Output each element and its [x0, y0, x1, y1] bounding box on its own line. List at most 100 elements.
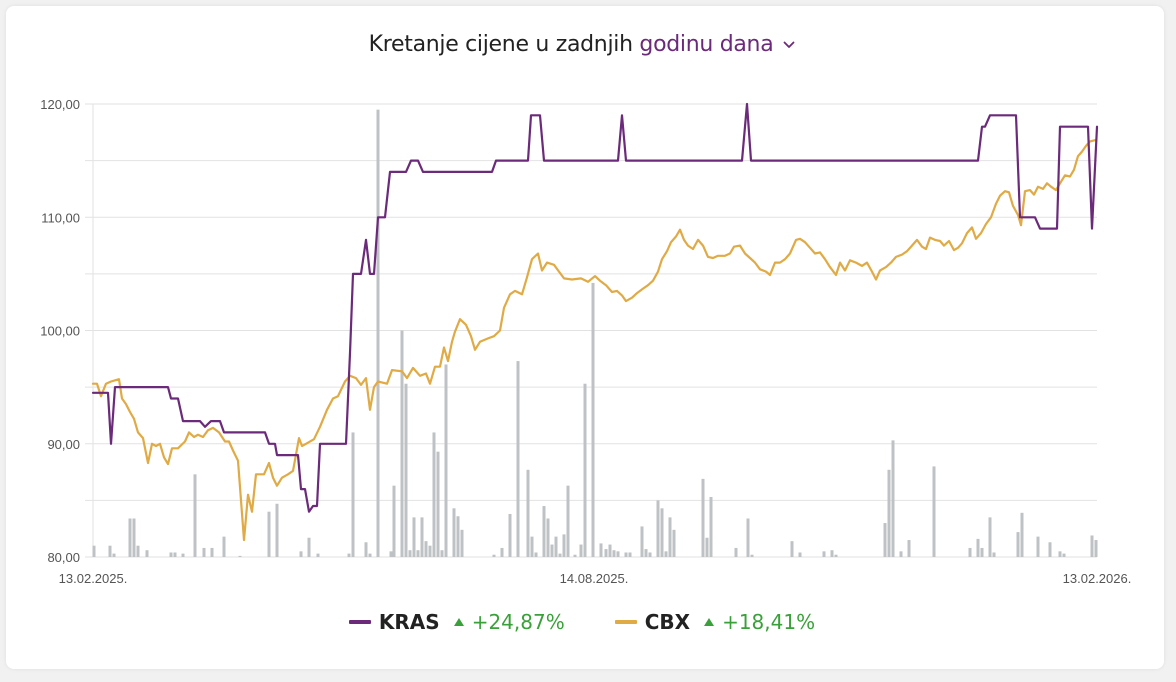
- volume-bar: [628, 552, 632, 557]
- legend-name: KRAS: [378, 610, 440, 634]
- volume-bar: [891, 440, 895, 557]
- volume-bar: [347, 553, 351, 557]
- volume-bar: [790, 541, 794, 557]
- x-tick-label: 14.08.2025.: [560, 571, 629, 586]
- chart-title: Kretanje cijene u zadnjih godinu dana: [0, 32, 1164, 57]
- chart-legend: KRAS +24,87% CBX +18,41%: [0, 610, 1164, 634]
- volume-bar: [1058, 551, 1062, 557]
- volume-bar: [834, 554, 838, 557]
- volume-bar: [376, 109, 380, 557]
- volume-bar: [546, 518, 550, 557]
- x-tick-label: 13.02.2026.: [1063, 571, 1132, 586]
- volume-bar: [705, 537, 709, 557]
- volume-bar: [599, 543, 603, 557]
- volume-bar: [181, 553, 185, 557]
- volume-bar: [202, 547, 206, 557]
- volume-bar: [432, 432, 436, 557]
- volume-bar: [822, 551, 826, 557]
- volume-bar: [1036, 536, 1040, 557]
- volume-bar: [656, 500, 660, 557]
- volume-bar: [145, 550, 149, 557]
- volume-bar: [701, 478, 705, 557]
- volume-bar: [750, 554, 754, 557]
- kras-line-swatch: [348, 620, 371, 624]
- volume-bar: [624, 552, 628, 557]
- volume-bar: [542, 506, 546, 557]
- y-tick-label: 80,00: [47, 550, 80, 565]
- volume-bar: [389, 551, 393, 557]
- volume-bar: [364, 542, 368, 557]
- volume-bar: [516, 361, 520, 557]
- period-dropdown[interactable]: godinu dana: [639, 32, 795, 57]
- volume-bar: [316, 553, 320, 557]
- x-tick-label: 13.02.2025.: [59, 571, 128, 586]
- volume-bar: [436, 451, 440, 557]
- volume-bar: [558, 553, 562, 557]
- volume-bar: [1016, 532, 1020, 557]
- volume-bar: [136, 545, 140, 557]
- legend-item-kras[interactable]: KRAS +24,87%: [348, 610, 565, 634]
- volume-bar: [452, 508, 456, 557]
- legend-item-cbx[interactable]: CBX +18,41%: [614, 610, 815, 634]
- volume-bar: [907, 540, 911, 557]
- cbx-price-line[interactable]: [91, 139, 1097, 542]
- volume-bars: [92, 109, 1098, 557]
- volume-bar: [92, 545, 96, 557]
- volume-bar: [351, 432, 355, 557]
- volume-bar: [664, 551, 668, 557]
- volume-bar: [238, 555, 242, 557]
- volume-bar: [672, 529, 676, 557]
- volume-bar: [275, 503, 279, 557]
- volume-bar: [108, 545, 112, 557]
- volume-bar: [566, 485, 570, 557]
- volume-bar: [604, 549, 608, 557]
- cbx-line-swatch: [614, 620, 637, 624]
- volume-bar: [883, 523, 887, 557]
- volume-bar: [428, 545, 432, 557]
- volume-bar: [440, 550, 444, 557]
- period-selected[interactable]: godinu dana: [639, 32, 774, 57]
- volume-bar: [1062, 553, 1066, 557]
- volume-bar: [416, 550, 420, 557]
- volume-bar: [412, 517, 416, 557]
- volume-bar: [193, 474, 197, 557]
- legend-change: +24,87%: [471, 610, 565, 634]
- volume-bar: [400, 330, 404, 557]
- volume-bar: [573, 554, 577, 557]
- legend-name: CBX: [644, 610, 691, 634]
- volume-bar: [830, 550, 834, 557]
- y-tick-label: 120,00: [40, 97, 80, 112]
- volume-bar: [612, 550, 616, 557]
- chevron-down-icon[interactable]: [783, 41, 795, 49]
- volume-bar: [550, 544, 554, 557]
- volume-bar: [408, 550, 412, 557]
- volume-bar: [746, 518, 750, 557]
- volume-bar: [583, 383, 587, 557]
- volume-bar: [210, 547, 214, 557]
- title-prefix: Kretanje cijene u zadnjih: [368, 32, 633, 57]
- volume-bar: [988, 517, 992, 557]
- volume-bar: [128, 518, 132, 557]
- volume-bar: [887, 469, 891, 557]
- volume-bar: [798, 552, 802, 557]
- volume-bar: [424, 541, 428, 557]
- volume-bar: [307, 537, 311, 557]
- volume-bar: [709, 496, 713, 557]
- y-tick-label: 100,00: [40, 324, 80, 339]
- volume-bar: [980, 547, 984, 557]
- volume-bar: [169, 552, 173, 557]
- volume-bar: [404, 383, 408, 557]
- volume-bar: [267, 511, 271, 557]
- volume-bar: [460, 529, 464, 557]
- volume-bar: [368, 553, 372, 557]
- volume-bar: [608, 544, 612, 557]
- volume-bar: [112, 553, 116, 557]
- kras-price-line[interactable]: [91, 102, 1099, 513]
- volume-bar: [992, 552, 996, 557]
- volume-bar: [530, 536, 534, 557]
- triangle-up-icon: [704, 618, 715, 626]
- volume-bar: [1020, 512, 1024, 557]
- volume-bar: [526, 469, 530, 557]
- volume-bar: [734, 547, 738, 557]
- chart-card: [6, 6, 1164, 669]
